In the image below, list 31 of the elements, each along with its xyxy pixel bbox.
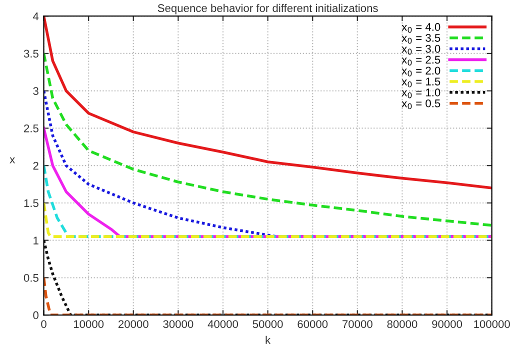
legend-label: x$_{0}$ = 0.5	[402, 99, 440, 110]
legend-label: x$_{0}$ = 1.0	[402, 88, 440, 98]
legend-label: x$_{0}$ = 3.0	[402, 44, 440, 55]
x-tick-label: 40000	[208, 320, 238, 328]
chart-title: Sequence behavior for different initializations	[158, 4, 378, 14]
x-tick-label: 20000	[118, 320, 148, 328]
x-tick-label: 100000	[474, 320, 510, 328]
y-tick-label: 2.5	[24, 124, 38, 132]
x-axis-title: k	[266, 336, 271, 344]
y-tick-label: 4	[32, 12, 39, 20]
x-tick-label: 0	[41, 320, 46, 328]
legend-label: x$_{0}$ = 2.0	[402, 66, 440, 76]
x-tick-label: 10000	[74, 320, 104, 328]
x-tick-label: 90000	[432, 320, 462, 328]
legend-label: x$_{0}$ = 3.5	[402, 34, 440, 44]
x-tick-label: 50000	[252, 320, 283, 328]
y-tick-label: 3	[33, 87, 38, 95]
y-tick-label: 0.5	[24, 274, 38, 282]
legend-label: x$_{0}$ = 2.5	[402, 56, 440, 66]
y-tick-label: 1	[34, 236, 38, 244]
x-tick-label: 60000	[298, 320, 328, 328]
y-tick-label: 2	[33, 162, 38, 170]
y-tick-label: 3.5	[24, 50, 38, 58]
x-tick-label: 80000	[387, 320, 418, 328]
legend-label: x$_{0}$ = 1.5	[402, 78, 440, 88]
legend-label: x$_{0}$ = 4.0	[402, 23, 440, 33]
x-tick-label: 70000	[342, 320, 372, 328]
x-tick-label: 30000	[163, 320, 194, 328]
y-axis-title: x	[10, 157, 16, 164]
y-tick-label: 1.5	[24, 199, 38, 208]
y-tick-label: 0	[33, 311, 38, 320]
